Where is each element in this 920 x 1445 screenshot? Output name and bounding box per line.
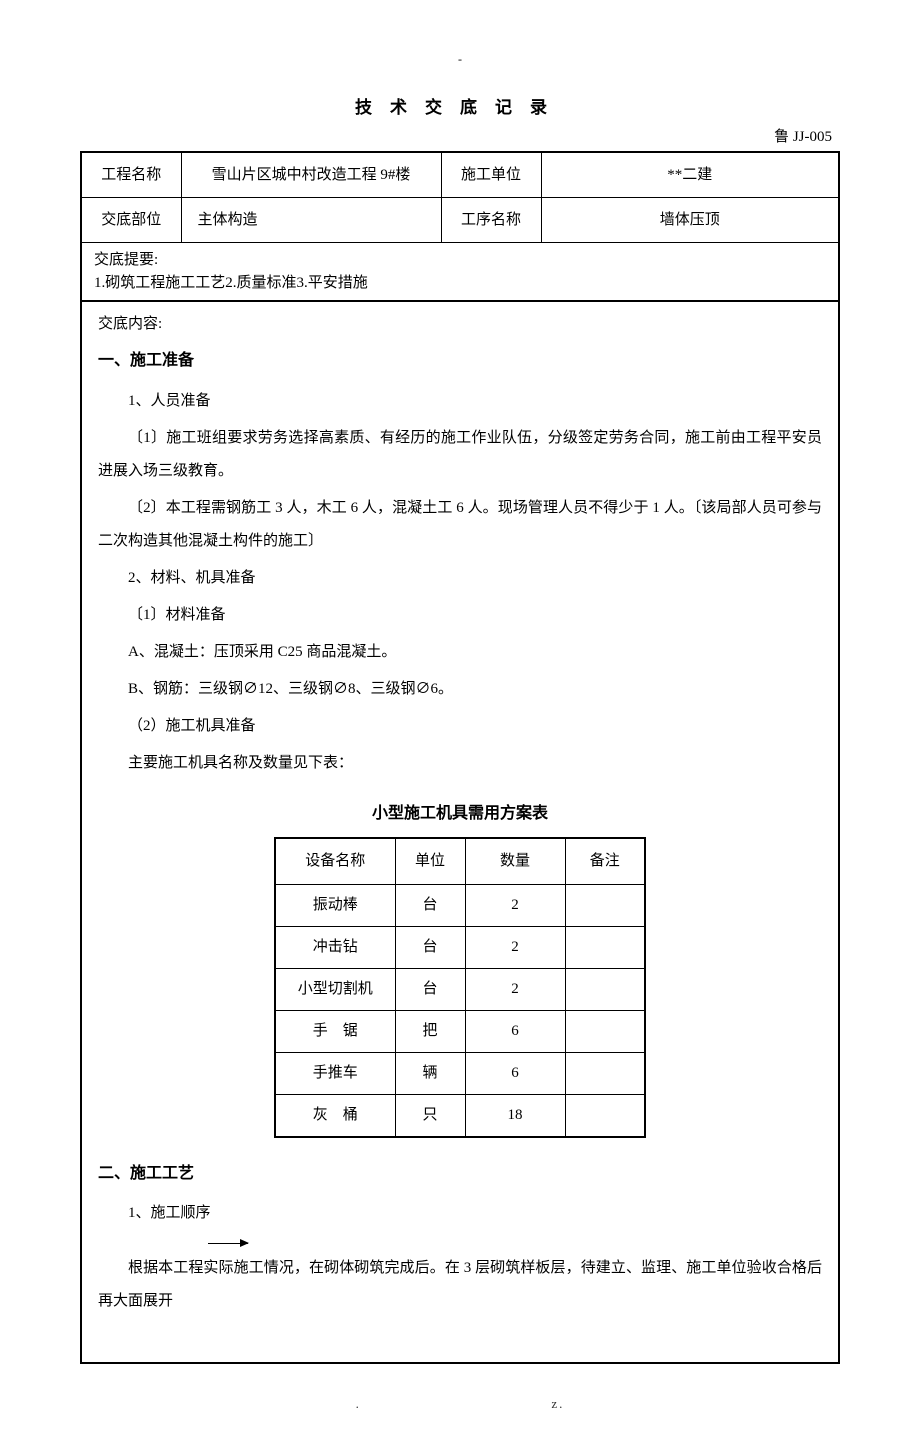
equipment-cell: 6 xyxy=(465,1052,565,1094)
equipment-row: 冲击钻台2 xyxy=(275,926,645,968)
equipment-header-row: 设备名称 单位 数量 备注 xyxy=(275,838,645,885)
equipment-cell: 灰 桶 xyxy=(275,1094,395,1137)
equipment-table: 设备名称 单位 数量 备注 振动棒台2冲击钻台2小型切割机台2手 锯把6手推车辆… xyxy=(274,837,646,1138)
equipment-col-qty: 数量 xyxy=(465,838,565,885)
s1-p3: 〔2〕本工程需钢筋工 3 人，木工 6 人，混凝土工 6 人。现场管理人员不得少… xyxy=(98,492,822,558)
equipment-cell: 台 xyxy=(395,926,465,968)
s1-p9: 主要施工机具名称及数量见下表： xyxy=(98,747,822,780)
equipment-cell xyxy=(565,884,645,926)
equipment-cell: 把 xyxy=(395,1010,465,1052)
s2-p2: 根据本工程实际施工情况，在砌体砌筑完成后。在 3 层砌筑样板层，待建立、监理、施… xyxy=(98,1252,822,1318)
equipment-cell xyxy=(565,968,645,1010)
equipment-cell xyxy=(565,1010,645,1052)
content-label: 交底内容: xyxy=(98,314,822,335)
project-name-label: 工程名称 xyxy=(81,152,181,198)
equipment-cell: 2 xyxy=(465,884,565,926)
project-name-value: 雪山片区城中村改造工程 9#楼 xyxy=(181,152,441,198)
equipment-row: 手 锯把6 xyxy=(275,1010,645,1052)
header-row-1: 工程名称 雪山片区城中村改造工程 9#楼 施工单位 **二建 xyxy=(81,152,839,198)
equipment-cell: 小型切割机 xyxy=(275,968,395,1010)
equipment-cell: 台 xyxy=(395,968,465,1010)
section-2-heading: 二、施工工艺 xyxy=(98,1156,822,1191)
s2-p1: 1、施工顺序 xyxy=(98,1197,822,1230)
process-name-label: 工序名称 xyxy=(441,198,541,243)
equipment-cell: 6 xyxy=(465,1010,565,1052)
equipment-col-note: 备注 xyxy=(565,838,645,885)
s1-p8: （2）施工机具准备 xyxy=(98,710,822,743)
equipment-cell: 只 xyxy=(395,1094,465,1137)
summary-value: 1.砌筑工程施工工艺2.质量标准3.平安措施 xyxy=(94,272,826,295)
summary-row: 交底提要: 1.砌筑工程施工工艺2.质量标准3.平安措施 xyxy=(81,243,839,302)
equipment-cell: 冲击钻 xyxy=(275,926,395,968)
equipment-cell: 2 xyxy=(465,926,565,968)
s1-p5: 〔1〕材料准备 xyxy=(98,599,822,632)
dash-mark: - xyxy=(80,50,840,69)
summary-cell: 交底提要: 1.砌筑工程施工工艺2.质量标准3.平安措施 xyxy=(81,243,839,302)
equipment-cell: 辆 xyxy=(395,1052,465,1094)
construction-unit-value: **二建 xyxy=(541,152,839,198)
equipment-cell xyxy=(565,1052,645,1094)
construction-unit-label: 施工单位 xyxy=(441,152,541,198)
equipment-col-unit: 单位 xyxy=(395,838,465,885)
equipment-cell: 2 xyxy=(465,968,565,1010)
arrow-line xyxy=(98,1236,822,1248)
footer-right: z. xyxy=(551,1396,564,1411)
equipment-col-name: 设备名称 xyxy=(275,838,395,885)
equipment-row: 灰 桶只18 xyxy=(275,1094,645,1137)
equipment-cell xyxy=(565,926,645,968)
section-1-heading: 一、施工准备 xyxy=(98,343,822,378)
disclosure-part-value: 主体构造 xyxy=(181,198,441,243)
s1-p1: 1、人员准备 xyxy=(98,385,822,418)
equipment-cell: 振动棒 xyxy=(275,884,395,926)
header-row-2: 交底部位 主体构造 工序名称 墙体压顶 xyxy=(81,198,839,243)
s1-p4: 2、材料、机具准备 xyxy=(98,562,822,595)
document-code: 鲁 JJ-005 xyxy=(80,125,840,149)
disclosure-part-label: 交底部位 xyxy=(81,198,181,243)
s1-p7: B、钢筋：三级钢∅12、三级钢∅8、三级钢∅6。 xyxy=(98,673,822,706)
equipment-cell: 台 xyxy=(395,884,465,926)
s1-p6: A、混凝土：压顶采用 C25 商品混凝土。 xyxy=(98,636,822,669)
equipment-cell: 手 锯 xyxy=(275,1010,395,1052)
equipment-row: 手推车辆6 xyxy=(275,1052,645,1094)
equipment-body: 振动棒台2冲击钻台2小型切割机台2手 锯把6手推车辆6灰 桶只18 xyxy=(275,884,645,1137)
equipment-table-title: 小型施工机具需用方案表 xyxy=(98,796,822,831)
s1-p2: 〔1〕施工班组要求劳务选择高素质、有经历的施工作业队伍，分级签定劳务合同，施工前… xyxy=(98,422,822,488)
document-title: 技术交底记录 xyxy=(80,94,840,121)
arrow-icon xyxy=(208,1243,248,1244)
header-table: 工程名称 雪山片区城中村改造工程 9#楼 施工单位 **二建 交底部位 主体构造… xyxy=(80,151,840,302)
page-footer: . z. xyxy=(80,1394,840,1415)
equipment-row: 小型切割机台2 xyxy=(275,968,645,1010)
footer-left: . xyxy=(356,1396,361,1411)
equipment-cell xyxy=(565,1094,645,1137)
summary-label: 交底提要: xyxy=(94,249,826,272)
process-name-value: 墙体压顶 xyxy=(541,198,839,243)
equipment-cell: 18 xyxy=(465,1094,565,1137)
equipment-row: 振动棒台2 xyxy=(275,884,645,926)
equipment-cell: 手推车 xyxy=(275,1052,395,1094)
content-wrapper: 交底内容: 一、施工准备 1、人员准备 〔1〕施工班组要求劳务选择高素质、有经历… xyxy=(80,302,840,1364)
